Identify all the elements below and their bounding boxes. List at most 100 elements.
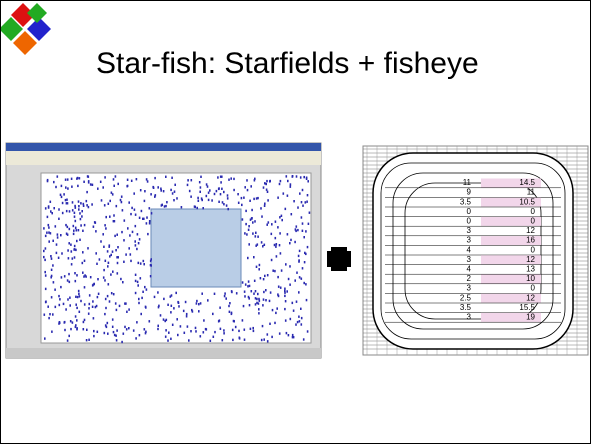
star-dot xyxy=(272,309,274,311)
star-dot xyxy=(165,329,167,331)
star-dot xyxy=(247,257,249,259)
star-dot xyxy=(186,315,188,317)
star-dot xyxy=(263,278,265,280)
star-dot xyxy=(121,196,123,198)
star-dot xyxy=(260,207,262,209)
star-dot xyxy=(233,320,235,322)
star-dot xyxy=(121,231,123,233)
star-dot xyxy=(74,272,76,274)
star-dot xyxy=(50,210,52,212)
star-dot xyxy=(149,222,151,224)
star-dot xyxy=(187,179,189,181)
star-dot xyxy=(127,227,129,229)
star-dot xyxy=(88,307,90,309)
star-dot xyxy=(66,233,68,235)
star-dot xyxy=(233,189,235,191)
star-dot xyxy=(79,212,81,214)
star-dot xyxy=(124,219,126,221)
star-dot xyxy=(289,265,291,267)
star-dot xyxy=(149,320,151,322)
star-dot xyxy=(306,299,308,301)
star-dot xyxy=(210,340,212,342)
fisheye-value: 4 xyxy=(467,245,472,254)
star-dot xyxy=(135,292,137,294)
star-dot xyxy=(199,191,201,193)
star-dot xyxy=(305,283,307,285)
star-dot xyxy=(189,190,191,192)
star-dot xyxy=(102,233,104,235)
star-dot xyxy=(114,220,116,222)
star-dot xyxy=(196,302,198,304)
fisheye-value: 9 xyxy=(467,188,472,197)
star-dot xyxy=(109,216,111,218)
star-dot xyxy=(150,264,152,266)
star-dot xyxy=(267,340,269,342)
star-dot xyxy=(93,335,95,337)
star-dot xyxy=(75,304,77,306)
star-dot xyxy=(154,296,156,298)
star-dot xyxy=(104,332,106,334)
star-dot xyxy=(81,215,83,217)
star-dot xyxy=(253,330,255,332)
star-dot xyxy=(266,224,268,226)
star-dot xyxy=(80,218,82,220)
star-dot xyxy=(103,246,105,248)
star-dot xyxy=(304,261,306,263)
star-dot xyxy=(248,225,250,227)
star-dot xyxy=(64,321,66,323)
star-dot xyxy=(208,192,210,194)
star-dot xyxy=(295,323,297,325)
star-dot xyxy=(288,334,290,336)
star-dot xyxy=(80,224,82,226)
star-dot xyxy=(280,287,282,289)
star-dot xyxy=(224,292,226,294)
star-dot xyxy=(88,180,90,182)
star-dot xyxy=(247,285,249,287)
star-dot xyxy=(220,193,222,195)
star-dot xyxy=(89,303,91,305)
star-dot xyxy=(76,327,78,329)
star-dot xyxy=(268,221,270,223)
star-dot xyxy=(285,319,287,321)
star-dot xyxy=(99,258,101,260)
star-dot xyxy=(308,223,310,225)
star-dot xyxy=(289,242,291,244)
star-dot xyxy=(81,210,83,212)
star-dot xyxy=(196,207,198,209)
star-dot xyxy=(284,292,286,294)
star-dot xyxy=(250,328,252,330)
star-dot xyxy=(275,237,277,239)
star-dot xyxy=(58,322,60,324)
star-dot xyxy=(47,306,49,308)
star-dot xyxy=(79,239,81,241)
star-dot xyxy=(138,302,140,304)
star-dot xyxy=(58,295,60,297)
star-dot xyxy=(105,216,107,218)
fisheye-value: 10 xyxy=(526,274,535,283)
star-dot xyxy=(123,333,125,335)
star-dot xyxy=(264,205,266,207)
star-dot xyxy=(260,277,262,279)
star-dot xyxy=(222,201,224,203)
fisheye-value: 3 xyxy=(467,255,472,264)
star-dot xyxy=(86,339,88,341)
star-dot xyxy=(138,262,140,264)
star-dot xyxy=(166,201,168,203)
star-dot xyxy=(67,298,69,300)
star-dot xyxy=(163,298,165,300)
star-dot xyxy=(198,310,200,312)
star-dot xyxy=(144,286,146,288)
star-dot xyxy=(251,209,253,211)
star-dot xyxy=(280,252,282,254)
star-dot xyxy=(52,264,54,266)
star-dot xyxy=(302,267,304,269)
star-dot xyxy=(249,304,251,306)
logo xyxy=(1,3,51,55)
star-dot xyxy=(103,269,105,271)
star-dot xyxy=(117,246,119,248)
star-dot xyxy=(135,244,137,246)
star-dot xyxy=(145,306,147,308)
star-dot xyxy=(70,244,72,246)
star-dot xyxy=(244,186,246,188)
star-dot xyxy=(257,236,259,238)
